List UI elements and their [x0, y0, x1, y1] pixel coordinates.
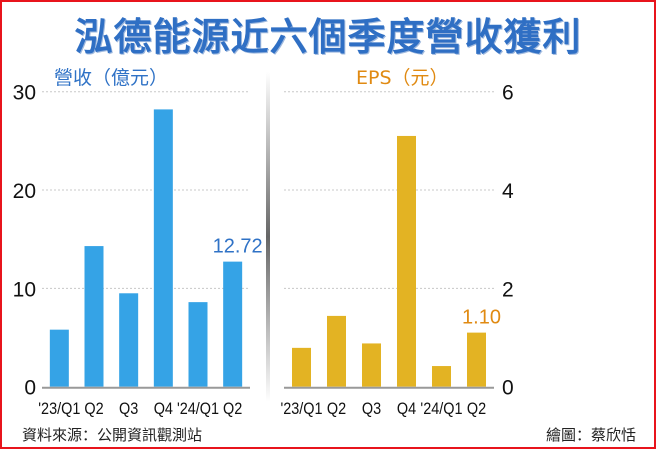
y-tick-label: 10 [13, 278, 36, 301]
y-tick-label: 20 [13, 180, 36, 203]
y-tick-label: 30 [13, 82, 36, 105]
bar [362, 343, 381, 387]
panel-title: 營收（億元） [54, 67, 168, 89]
x-tick-label: Q4 [154, 400, 173, 418]
y-tick-label: 0 [502, 377, 514, 400]
x-tick-label: Q3 [119, 400, 138, 418]
x-tick-label: Q4 [397, 400, 416, 418]
y-tick-label: 2 [502, 278, 514, 301]
bar [84, 246, 104, 387]
credit-note: 繪圖：蔡欣恬 [545, 426, 636, 444]
bar [188, 302, 208, 387]
x-tick-label: Q2 [327, 400, 346, 418]
bar [327, 315, 346, 387]
bar [467, 332, 486, 387]
y-tick-label: 0 [24, 377, 36, 400]
bar [397, 135, 416, 387]
bar [292, 347, 311, 387]
x-tick-label: '24/Q1 [177, 400, 219, 418]
x-tick-label: Q2 [84, 400, 103, 418]
x-tick-label: Q2 [223, 400, 242, 418]
x-tick-label: Q3 [362, 400, 381, 418]
panel-divider [266, 72, 270, 402]
y-tick-label: 6 [502, 82, 514, 105]
bar [119, 293, 139, 387]
panel-title: EPS（元） [356, 67, 449, 89]
chart-title: 泓德能源近六個季度營收獲利 [74, 15, 582, 59]
bar [432, 366, 451, 387]
x-tick-label: '23/Q1 [280, 400, 322, 418]
data-label: 12.72 [213, 236, 263, 258]
data-label: 1.10 [462, 307, 501, 329]
y-tick-label: 4 [502, 180, 514, 203]
x-tick-label: '23/Q1 [38, 400, 80, 418]
bar [153, 109, 173, 387]
x-tick-label: '24/Q1 [420, 400, 462, 418]
source-note: 資料來源：公開資訊觀測站 [22, 426, 203, 444]
bar [223, 261, 243, 387]
x-tick-label: Q2 [467, 400, 486, 418]
bar [49, 329, 69, 387]
